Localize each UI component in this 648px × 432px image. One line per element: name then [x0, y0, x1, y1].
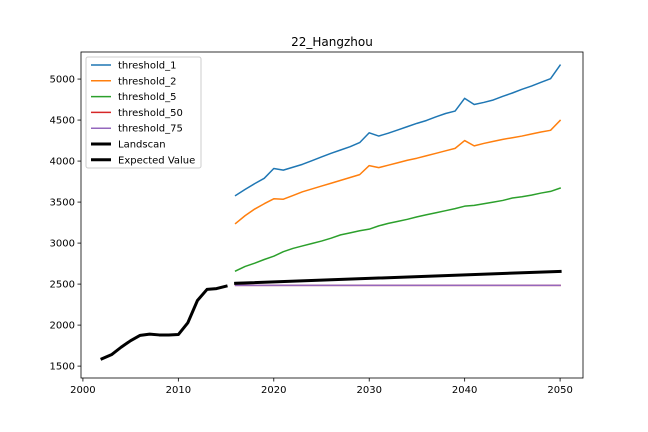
- plot-area: [100, 64, 562, 361]
- series-line-threshold-1: [234, 64, 562, 197]
- x-tick-label: 2020: [261, 385, 286, 396]
- plot-frame: [80, 51, 584, 379]
- y-tick-label: 1500: [50, 362, 75, 373]
- y-tick-label: 4500: [50, 116, 75, 127]
- legend-label: threshold_5: [118, 92, 176, 103]
- y-tick-label: 4000: [50, 157, 75, 168]
- series-lines: [100, 64, 562, 361]
- legend-label: threshold_2: [118, 76, 176, 87]
- legend: threshold_1 threshold_2 threshold_5thresho…: [85, 56, 202, 169]
- y-tick-label: 2500: [50, 280, 75, 291]
- legend-label: threshold_1: [118, 61, 176, 72]
- x-tick-label: 2000: [70, 385, 95, 396]
- x-tick-label: 2030: [356, 385, 381, 396]
- y-tick-label: 5000: [50, 75, 75, 86]
- legend-label: Landscan: [118, 140, 166, 151]
- x-tick-label: 2010: [166, 385, 191, 396]
- series-line-threshold-2: [234, 119, 562, 225]
- legend-label: threshold_50: [118, 108, 183, 119]
- chart-title: 22_Hangzhou: [291, 35, 373, 49]
- series-line-expected-value: [234, 269, 562, 285]
- legend-frame: [85, 56, 202, 169]
- y-tick-label: 3500: [50, 198, 75, 209]
- x-tick-label: 2050: [547, 385, 572, 396]
- legend-entries: threshold_1 threshold_2 threshold_5thresho…: [91, 61, 195, 166]
- y-tick-label: 3000: [50, 239, 75, 250]
- x-tick-label: 2040: [452, 385, 477, 396]
- legend-label: threshold_75: [118, 124, 183, 135]
- y-tick-label: 2000: [50, 321, 75, 332]
- series-line-landscan: [100, 284, 228, 361]
- series-line-threshold-5: [234, 187, 562, 272]
- x-axis: 2000 2010 2020 2030 2040 2050: [70, 378, 573, 396]
- y-axis: 1500 2000 2500 3000 3500 4000 4500 5000: [50, 75, 81, 373]
- legend-label: Expected Value: [118, 155, 195, 166]
